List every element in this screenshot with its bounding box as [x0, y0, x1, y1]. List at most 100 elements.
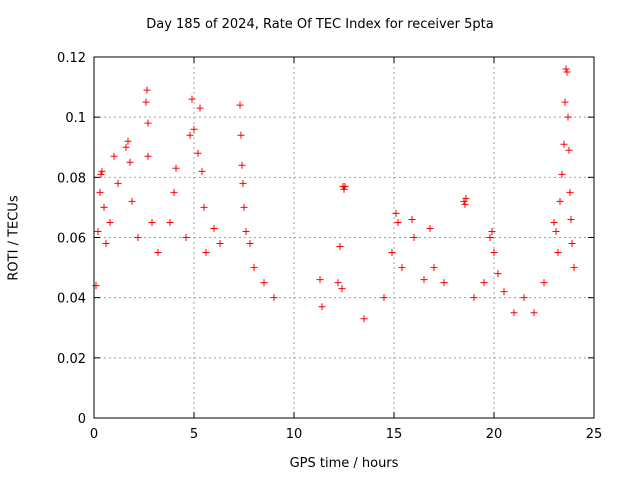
data-points [92, 65, 578, 323]
data-point [510, 309, 518, 317]
data-point [563, 68, 571, 76]
data-point [202, 249, 210, 257]
data-point [237, 131, 245, 139]
data-point [426, 224, 434, 232]
data-point [568, 240, 576, 248]
y-tick-label: 0.08 [57, 171, 86, 186]
data-point [560, 140, 568, 148]
data-point [128, 197, 136, 205]
data-point [360, 315, 368, 323]
x-tick-label: 5 [190, 427, 198, 442]
data-point [100, 203, 108, 211]
data-point [142, 98, 150, 106]
x-axis-label: GPS time / hours [289, 456, 399, 471]
data-point [182, 234, 190, 241]
data-point [124, 137, 132, 145]
data-point [461, 200, 469, 208]
data-point [200, 203, 208, 211]
data-point [550, 218, 558, 226]
data-point [316, 276, 324, 284]
data-point [462, 194, 470, 202]
x-tick-label: 0 [90, 427, 98, 442]
data-point [190, 125, 198, 133]
data-point [570, 264, 578, 272]
data-point [566, 188, 574, 196]
data-point [398, 264, 406, 272]
data-point [567, 215, 575, 223]
data-point [540, 279, 548, 287]
data-point [562, 65, 570, 73]
data-point [270, 294, 278, 302]
data-point [556, 197, 564, 205]
data-point [236, 101, 244, 109]
data-point [186, 131, 194, 139]
data-point [530, 309, 538, 317]
data-point [561, 98, 569, 106]
data-point [102, 240, 110, 248]
data-point [520, 294, 528, 302]
x-tick-label: 25 [586, 427, 603, 442]
data-point [96, 188, 104, 196]
data-point [242, 227, 250, 235]
y-tick-label: 0.04 [57, 292, 86, 307]
y-tick-label: 0.1 [65, 111, 86, 126]
grid-lines [94, 57, 594, 418]
data-point [334, 279, 342, 287]
data-point [392, 209, 400, 217]
data-point [239, 179, 247, 187]
data-point [565, 146, 573, 154]
y-tick-label: 0.06 [57, 232, 86, 247]
x-tick-label: 15 [386, 427, 403, 442]
data-point [126, 158, 134, 166]
data-point [500, 288, 508, 296]
data-point [194, 149, 202, 157]
data-point [122, 143, 130, 151]
data-point [170, 188, 178, 196]
data-point [143, 86, 151, 94]
data-point [554, 249, 562, 257]
data-point [144, 152, 152, 160]
y-tick-label: 0.02 [57, 352, 86, 367]
data-point [470, 294, 478, 302]
y-tick-label: 0 [78, 412, 86, 427]
data-point [188, 95, 196, 103]
data-point [488, 227, 496, 235]
data-point [408, 215, 416, 223]
data-point [106, 218, 114, 226]
data-point [196, 104, 204, 112]
data-point [172, 164, 180, 172]
data-point [430, 264, 438, 272]
data-point [154, 249, 162, 257]
data-point [238, 161, 246, 169]
data-point [144, 119, 152, 127]
data-point [134, 234, 142, 241]
data-point [110, 152, 118, 160]
data-point [148, 218, 156, 226]
data-point [318, 303, 326, 311]
data-point [388, 249, 396, 257]
data-point [486, 234, 494, 241]
data-point [114, 179, 122, 187]
data-point [380, 294, 388, 302]
data-point [216, 240, 224, 248]
data-point [340, 185, 348, 193]
data-point [210, 224, 218, 232]
data-point [564, 113, 572, 121]
data-point [240, 203, 248, 211]
y-tick-label: 0.12 [57, 51, 86, 66]
data-point [260, 279, 268, 287]
x-tick-label: 10 [286, 427, 303, 442]
data-point [98, 167, 106, 175]
data-point [97, 170, 105, 178]
data-point [166, 218, 174, 226]
data-point [410, 234, 418, 241]
data-point [341, 182, 349, 190]
data-point [490, 249, 498, 257]
data-point [494, 270, 502, 278]
chart-title: Day 185 of 2024, Rate Of TEC Index for r… [146, 17, 494, 32]
data-point [246, 240, 254, 248]
data-point [336, 243, 344, 251]
axis-ticks: 0 5 10 15 20 25 0 0.02 0.04 0.06 0.08 0.1 0.12 [57, 51, 602, 442]
data-point [552, 227, 560, 235]
